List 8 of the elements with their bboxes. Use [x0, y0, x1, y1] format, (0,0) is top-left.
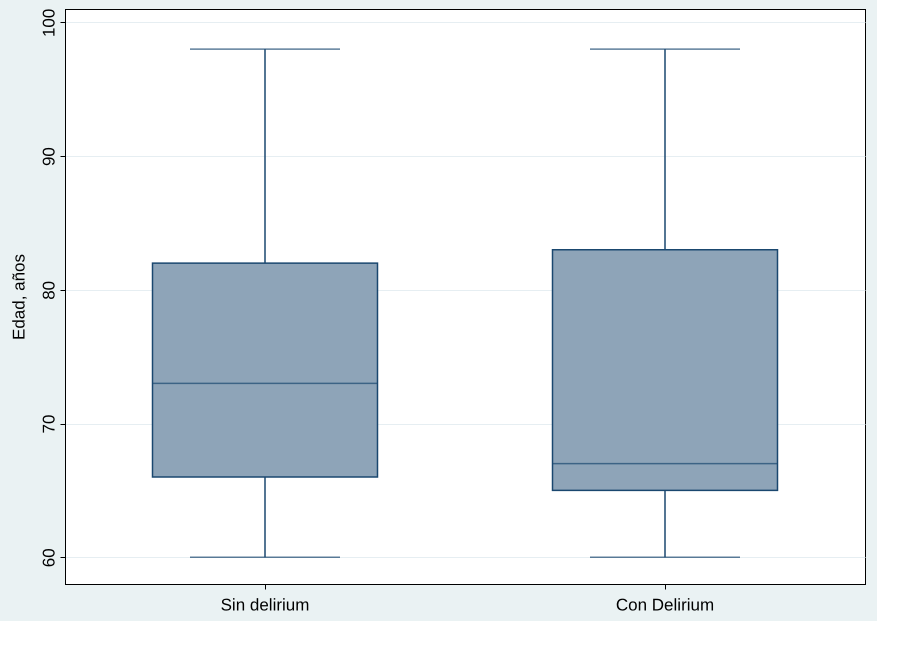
y-tick-label: 70: [40, 414, 58, 434]
y-tick-label: 90: [40, 147, 58, 166]
y-axis-title: Edad, años: [10, 254, 28, 340]
x-tick-label: Con Delirium: [616, 596, 714, 614]
x-tick-label: Sin delirium: [220, 596, 310, 614]
y-tick-label: 60: [40, 548, 58, 568]
y-tick-label: 100: [40, 8, 58, 38]
y-tick-label: 80: [40, 280, 58, 300]
